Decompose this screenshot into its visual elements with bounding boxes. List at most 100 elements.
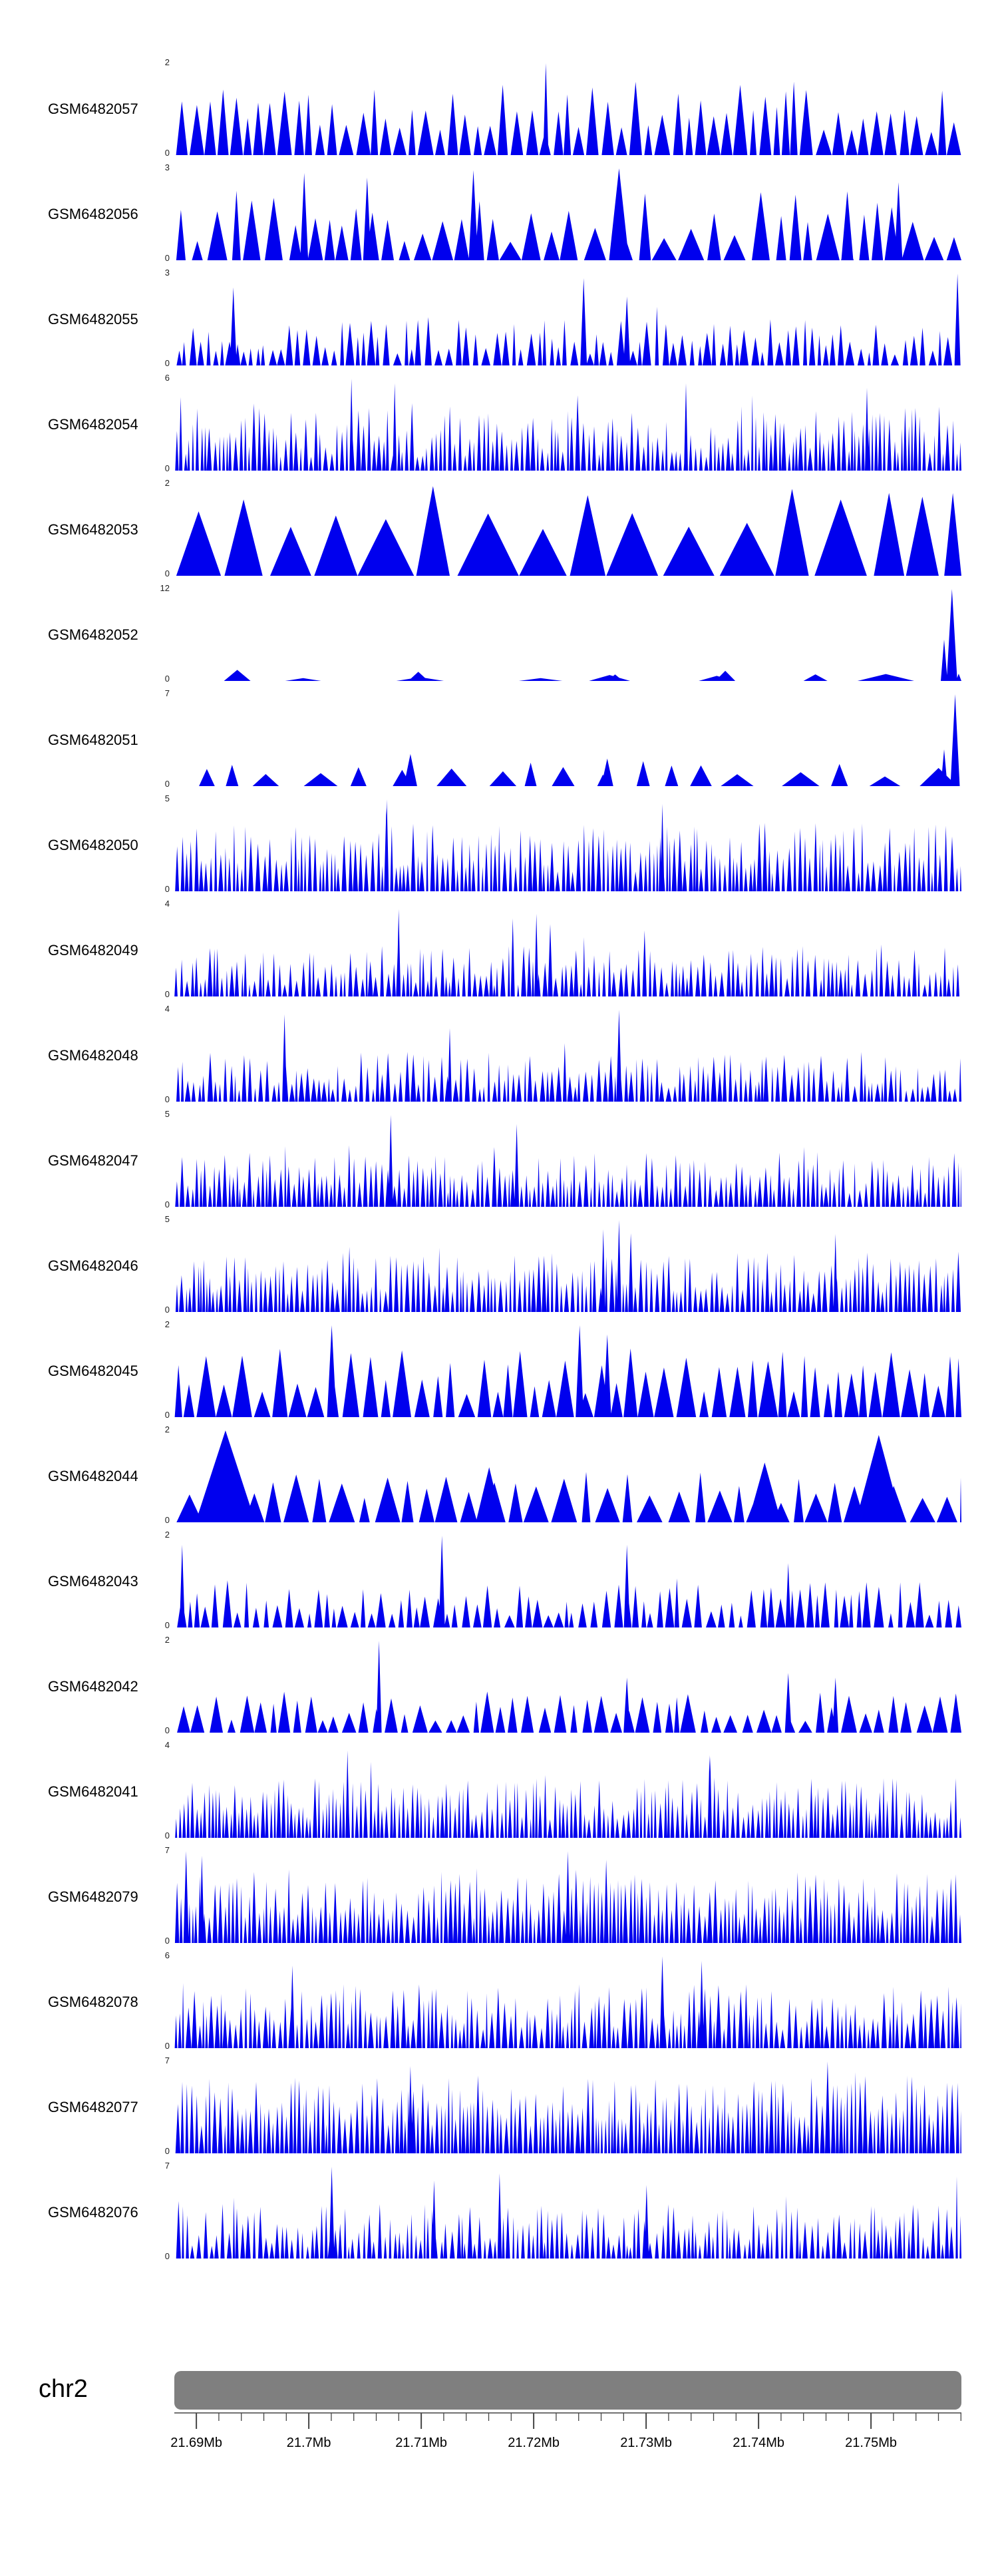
signal-area-chart xyxy=(174,1641,961,1733)
signal-path xyxy=(174,1851,961,1943)
track-label: GSM6482046 xyxy=(48,1257,138,1274)
y-axis-max-label: 3 xyxy=(164,162,170,172)
track-plot: 7 0 xyxy=(165,1845,961,1946)
signal-path xyxy=(174,2167,961,2258)
track-row: GSM6482056 3 0 xyxy=(0,162,998,274)
signal-path xyxy=(174,1536,961,1627)
y-axis-zero-label: 0 xyxy=(164,1305,170,1315)
signal-path xyxy=(174,274,961,365)
track-label: GSM6482045 xyxy=(48,1363,138,1379)
track-label: GSM6482050 xyxy=(48,837,138,853)
axis-tick-label: 21.71Mb xyxy=(395,2436,447,2450)
track-label: GSM6482054 xyxy=(48,416,138,433)
y-axis-max-label: 5 xyxy=(164,1214,170,1224)
y-axis-max-label: 6 xyxy=(164,1950,170,1960)
y-axis-max-label: 2 xyxy=(164,1424,170,1434)
track-label: GSM6482053 xyxy=(48,521,138,538)
signal-area-chart xyxy=(174,168,961,260)
track-plot: 12 0 xyxy=(160,583,961,684)
track-plot: 2 0 xyxy=(165,1530,961,1630)
y-axis-zero-label: 0 xyxy=(164,1515,170,1525)
signal-path xyxy=(174,1010,961,1102)
signal-area-chart xyxy=(174,1430,961,1522)
track-label: GSM6482077 xyxy=(48,2099,138,2115)
track-row: GSM6482042 2 0 xyxy=(0,1635,998,1746)
signal-path xyxy=(174,1115,961,1207)
track-plot: 7 0 xyxy=(165,688,961,789)
signal-path xyxy=(174,1325,961,1417)
signal-path xyxy=(174,1641,961,1733)
y-axis-zero-label: 0 xyxy=(164,2041,170,2051)
signal-area-chart xyxy=(174,1010,961,1102)
track-label: GSM6482048 xyxy=(48,1047,138,1064)
track-plot: 2 0 xyxy=(165,57,961,158)
signal-area-chart xyxy=(174,1750,961,1838)
chromosome-ideogram xyxy=(174,2371,961,2410)
y-axis-max-label: 5 xyxy=(164,793,170,803)
y-axis-max-label: 7 xyxy=(164,2161,170,2171)
y-axis-zero-label: 0 xyxy=(164,463,170,473)
track-row: GSM6482053 2 0 xyxy=(0,478,998,589)
track-plot: 6 0 xyxy=(165,1950,961,2051)
track-row: GSM6482077 7 0 xyxy=(0,2055,998,2167)
signal-path xyxy=(174,1956,961,2048)
y-axis-max-label: 7 xyxy=(164,2055,170,2065)
track-row: GSM6482079 7 0 xyxy=(0,1845,998,1956)
track-plot: 5 0 xyxy=(165,1214,961,1315)
track-row: GSM6482051 7 0 xyxy=(0,688,998,799)
track-row: GSM6482055 3 0 xyxy=(0,268,998,379)
track-row: GSM6482046 5 0 xyxy=(0,1214,998,1325)
track-plot: 3 0 xyxy=(165,268,961,368)
track-plot: 2 0 xyxy=(165,1424,961,1525)
track-plot: 4 0 xyxy=(165,899,961,999)
signal-path xyxy=(174,379,961,471)
track-row: GSM6482078 6 0 xyxy=(0,1950,998,2061)
signal-path xyxy=(174,63,961,155)
y-axis-max-label: 5 xyxy=(164,1109,170,1119)
signal-area-chart xyxy=(174,63,961,155)
track-plot: 5 0 xyxy=(165,793,961,894)
y-axis-zero-label: 0 xyxy=(164,253,170,263)
signal-path xyxy=(174,909,961,996)
signal-path xyxy=(174,1220,961,1312)
signal-area-chart xyxy=(174,694,961,786)
signal-area-chart xyxy=(174,1220,961,1312)
track-label: GSM6482049 xyxy=(48,942,138,959)
signal-area-chart xyxy=(174,589,961,681)
track-row: GSM6482041 4 0 xyxy=(0,1740,998,1851)
track-row: GSM6482049 4 0 xyxy=(0,899,998,1010)
y-axis-max-label: 2 xyxy=(164,1530,170,1540)
signal-path xyxy=(174,799,961,891)
track-plot: 2 0 xyxy=(165,478,961,578)
y-axis-max-label: 2 xyxy=(164,478,170,488)
y-axis-zero-label: 0 xyxy=(164,1936,170,1946)
axis-tick-label: 21.73Mb xyxy=(620,2436,672,2450)
ruler-svg: 21.69Mb 21.7Mb 21.71Mb 21.72Mb 21.73Mb 21.74M… xyxy=(170,2412,961,2450)
track-row: GSM6482048 4 0 xyxy=(0,1004,998,1115)
track-row: GSM6482047 5 0 xyxy=(0,1109,998,1220)
axis-tick-label: 21.75Mb xyxy=(845,2436,897,2450)
signal-area-chart xyxy=(174,1325,961,1417)
track-row: GSM6482076 7 0 xyxy=(0,2161,998,2272)
y-axis-zero-label: 0 xyxy=(164,1830,170,1840)
y-axis-max-label: 2 xyxy=(164,1319,170,1329)
y-axis-max-label: 4 xyxy=(164,899,170,909)
y-axis-max-label: 6 xyxy=(164,373,170,383)
y-axis-zero-label: 0 xyxy=(164,779,170,789)
track-label: GSM6482041 xyxy=(48,1783,138,1800)
track-label: GSM6482076 xyxy=(48,2204,138,2221)
track-plot: 6 0 xyxy=(165,373,961,473)
y-axis-zero-label: 0 xyxy=(164,1620,170,1630)
y-axis-zero-label: 0 xyxy=(164,1094,170,1104)
signal-area-chart xyxy=(174,379,961,471)
signal-path xyxy=(174,168,961,260)
track-label: GSM6482056 xyxy=(48,206,138,222)
signal-area-chart xyxy=(174,909,961,996)
signal-area-chart xyxy=(174,486,961,576)
track-plot: 2 0 xyxy=(165,1319,961,1420)
y-axis-max-label: 12 xyxy=(160,583,170,593)
y-axis-zero-label: 0 xyxy=(164,989,170,999)
axis-tick-label: 21.69Mb xyxy=(170,2436,222,2450)
signal-path xyxy=(174,1750,961,1838)
y-axis-max-label: 4 xyxy=(164,1740,170,1750)
